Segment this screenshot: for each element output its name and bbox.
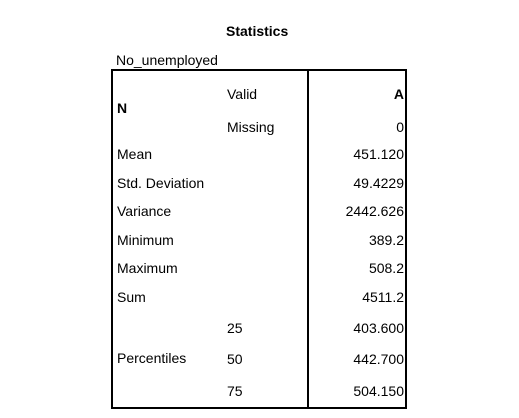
n-missing-value: 0 bbox=[396, 119, 404, 135]
row-label-mean: Mean bbox=[117, 146, 153, 162]
percentile-50-value: 442.700 bbox=[353, 351, 404, 367]
row-label-sum: Sum bbox=[117, 289, 146, 305]
n-valid-label: Valid bbox=[227, 86, 258, 102]
row-label-std-deviation: Std. Deviation bbox=[117, 175, 205, 191]
percentile-50-label: 50 bbox=[227, 351, 243, 367]
row-label-percentiles: Percentiles bbox=[117, 350, 187, 366]
percentile-75-label: 75 bbox=[227, 383, 243, 399]
row-label-variance: Variance bbox=[117, 203, 172, 219]
row-value-maximum: 508.2 bbox=[368, 260, 404, 276]
percentile-25-value: 403.600 bbox=[353, 320, 404, 336]
n-missing-label: Missing bbox=[227, 119, 275, 135]
variable-name: No_unemployed bbox=[116, 52, 218, 68]
column-divider bbox=[307, 69, 309, 409]
row-label-minimum: Minimum bbox=[117, 232, 174, 248]
row-value-std-deviation: 49.4229 bbox=[353, 175, 404, 191]
row-label-maximum: Maximum bbox=[117, 260, 178, 276]
n-valid-value: A bbox=[393, 86, 404, 102]
row-value-mean: 451.120 bbox=[353, 146, 404, 162]
row-label-n: N bbox=[117, 100, 128, 116]
percentile-25-label: 25 bbox=[227, 320, 243, 336]
statistics-table bbox=[111, 69, 407, 409]
row-value-variance: 2442.626 bbox=[345, 203, 404, 219]
table-title: Statistics bbox=[226, 23, 289, 39]
percentile-75-value: 504.150 bbox=[353, 383, 404, 399]
row-value-minimum: 389.2 bbox=[368, 232, 404, 248]
row-value-sum: 4511.2 bbox=[362, 289, 404, 305]
